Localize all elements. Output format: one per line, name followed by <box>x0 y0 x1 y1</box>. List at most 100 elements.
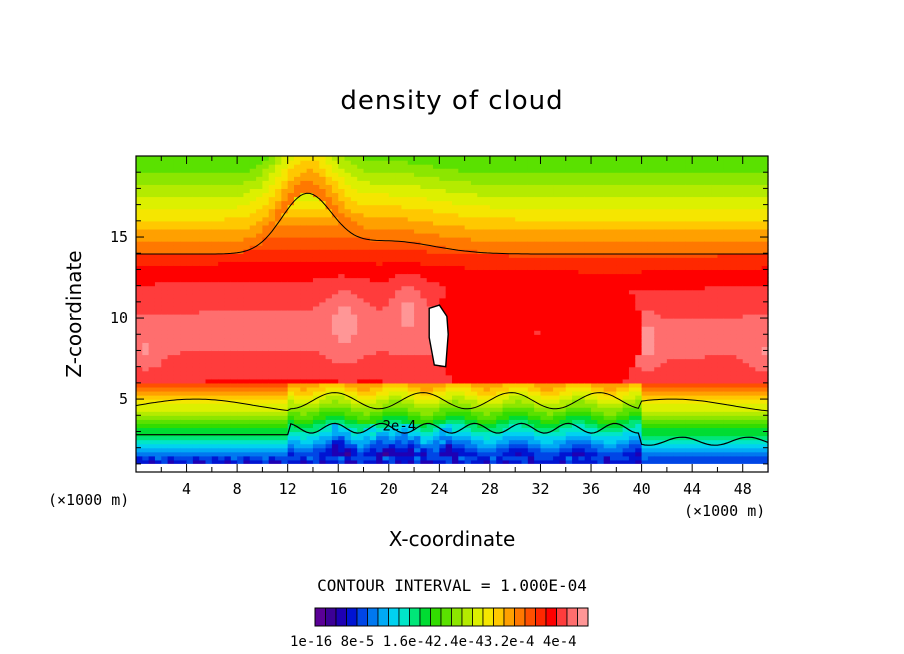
field-cell <box>357 232 365 238</box>
field-cell <box>445 273 453 279</box>
field-cell <box>230 395 238 400</box>
field-cell <box>382 257 390 262</box>
field-cell <box>224 180 232 185</box>
field-cell <box>395 196 403 202</box>
field-cell <box>319 407 327 412</box>
field-cell <box>312 309 320 315</box>
field-cell <box>281 447 289 453</box>
field-cell <box>477 451 485 457</box>
field-cell <box>489 411 497 416</box>
field-cell <box>180 415 188 420</box>
field-cell <box>369 237 377 242</box>
field-cell <box>395 241 403 246</box>
field-cell <box>483 241 491 246</box>
field-cell <box>395 257 403 262</box>
field-cell <box>287 342 295 348</box>
field-cell <box>534 346 542 352</box>
field-cell <box>388 237 396 242</box>
field-cell <box>338 241 346 246</box>
field-cell <box>173 293 181 299</box>
field-cell <box>167 245 175 250</box>
field-cell <box>136 415 143 420</box>
field-cell <box>458 188 466 194</box>
field-cell <box>268 289 276 295</box>
field-cell <box>534 423 542 429</box>
field-cell <box>464 156 472 161</box>
field-cell <box>306 342 314 348</box>
field-cell <box>527 322 535 327</box>
field-cell <box>300 253 308 258</box>
field-cell <box>350 330 358 335</box>
field-cell <box>470 318 478 323</box>
field-cell <box>414 346 421 352</box>
field-cell <box>294 249 301 254</box>
field-cell <box>249 297 257 303</box>
field-cell <box>319 447 327 453</box>
field-cell <box>382 273 390 279</box>
field-cell <box>281 224 289 230</box>
field-cell <box>534 184 542 190</box>
field-cell <box>312 156 320 161</box>
field-cell <box>211 309 219 315</box>
field-cell <box>527 370 535 376</box>
field-cell <box>294 180 301 185</box>
field-cell <box>148 253 156 258</box>
field-cell <box>388 322 396 327</box>
field-cell <box>445 455 453 461</box>
field-cell <box>439 395 447 400</box>
field-cell <box>388 451 396 457</box>
field-cell <box>344 419 352 424</box>
field-cell <box>382 399 390 404</box>
field-cell <box>502 228 510 234</box>
field-cell <box>458 265 466 271</box>
field-cell <box>173 265 181 271</box>
field-cell <box>312 358 320 364</box>
field-cell <box>249 407 257 412</box>
field-cell <box>388 180 396 185</box>
field-cell <box>136 160 143 165</box>
field-cell <box>470 427 478 433</box>
field-cell <box>464 334 472 339</box>
field-cell <box>294 237 301 242</box>
field-cell <box>287 322 295 327</box>
field-cell <box>306 160 314 165</box>
field-cell <box>180 257 188 262</box>
field-cell <box>439 160 447 165</box>
field-cell <box>420 265 428 271</box>
field-cell <box>331 382 339 388</box>
field-cell <box>256 237 263 242</box>
field-cell <box>180 293 188 299</box>
field-cell <box>369 196 377 202</box>
field-cell <box>439 249 447 254</box>
field-cell <box>268 366 276 372</box>
field-cell <box>445 411 453 416</box>
field-cell <box>325 342 333 348</box>
field-cell <box>199 285 207 291</box>
field-cell <box>382 314 390 319</box>
field-cell <box>161 241 169 246</box>
field-cell <box>262 237 270 242</box>
field-cell <box>312 184 320 190</box>
field-cell <box>154 366 162 372</box>
field-cell <box>167 232 175 238</box>
field-cell <box>199 350 207 356</box>
field-cell <box>237 338 245 343</box>
field-cell <box>395 156 403 161</box>
field-cell <box>382 435 390 441</box>
field-cell <box>382 370 390 376</box>
field-cell <box>407 168 415 173</box>
field-cell <box>281 354 289 360</box>
field-cell <box>420 245 428 250</box>
field-cell <box>205 269 213 275</box>
field-cell <box>489 342 497 348</box>
field-cell <box>325 220 333 226</box>
field-cell <box>515 382 523 388</box>
field-cell <box>161 228 169 234</box>
field-cell <box>350 386 358 392</box>
field-cell <box>287 390 295 396</box>
field-cell <box>344 208 352 214</box>
field-cell <box>489 455 497 461</box>
field-cell <box>445 192 453 198</box>
field-cell <box>439 378 447 384</box>
field-cell <box>262 354 270 360</box>
